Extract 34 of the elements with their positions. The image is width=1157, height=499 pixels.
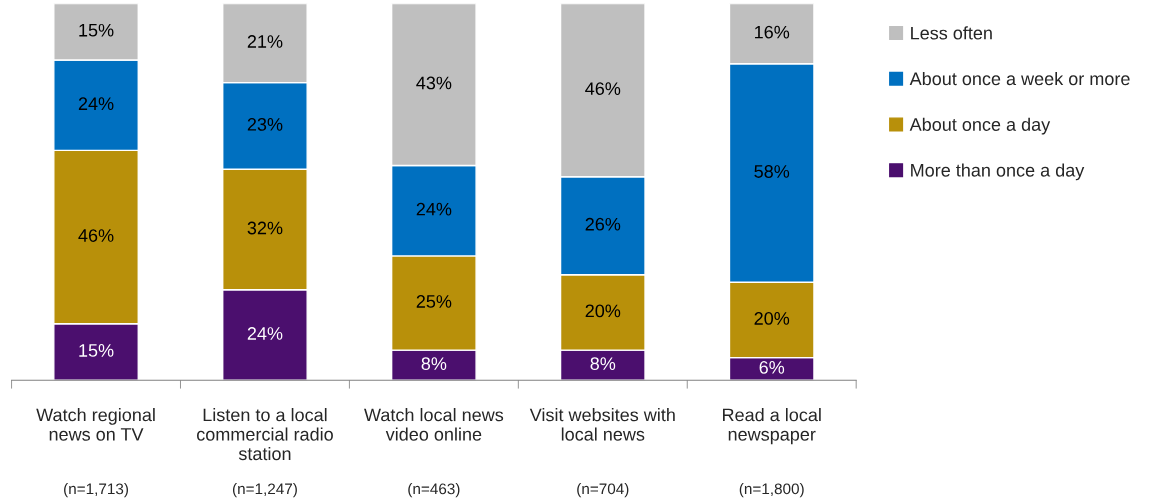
data-label: 16% [755,25,790,39]
data-label: 58% [754,165,790,178]
x-tick-label: Visit websites with local news [529,408,675,441]
data-label: 46% [585,82,621,95]
legend-label: Less often [911,26,992,40]
data-label: 6% [759,361,785,374]
data-label: 23% [247,118,283,131]
data-label: 46% [78,229,114,242]
data-label: 21% [247,35,283,48]
data-label: 24% [78,97,114,110]
text: (n=463) [408,483,460,498]
legend-label: More than once a day [911,163,1085,181]
text: (n=1,800) [739,483,804,498]
x-tick-label: Watch regional news on TV [36,408,155,441]
text: (n=1,713) [64,483,128,498]
x-tick-label: Listen to a local commercial radio station [196,408,333,461]
x-tick-label: Watch local news video online [364,408,504,441]
data-label: 15% [79,344,114,357]
data-label: 8% [421,357,447,371]
data-label: 32% [247,221,283,235]
legend-label: About once a week or more [909,71,1130,86]
data-label: 20% [585,304,621,318]
data-label: 8% [590,357,616,371]
text: (n=1,247) [232,483,297,498]
data-label: 25% [416,295,452,308]
data-label: 20% [754,312,790,325]
data-label: 15% [79,23,114,37]
data-label: 43% [416,76,452,90]
text: (n=704) [577,483,629,498]
legend-label: About once a day [909,117,1051,135]
data-label: 24% [416,202,452,216]
x-tick-label: Read a local newspaper [723,408,821,445]
data-label: 24% [247,327,283,340]
data-label: 26% [585,217,621,231]
